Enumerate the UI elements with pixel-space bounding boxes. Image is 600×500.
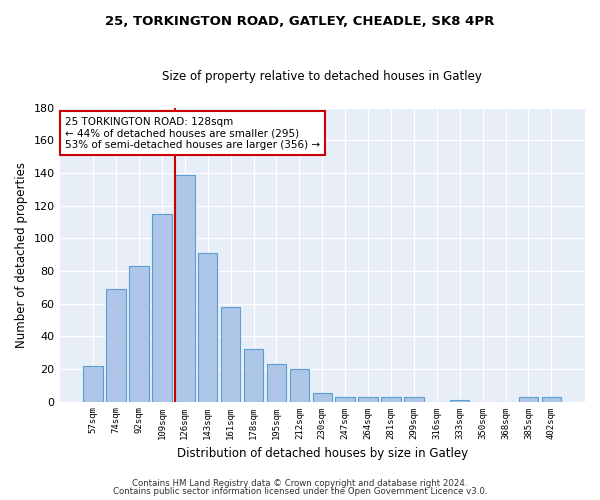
Bar: [290, 369, 309, 402]
Bar: [83, 366, 103, 402]
Bar: [267, 364, 286, 402]
Bar: [519, 396, 538, 402]
Title: Size of property relative to detached houses in Gatley: Size of property relative to detached ho…: [163, 70, 482, 83]
Text: 25, TORKINGTON ROAD, GATLEY, CHEADLE, SK8 4PR: 25, TORKINGTON ROAD, GATLEY, CHEADLE, SK…: [106, 15, 494, 28]
Bar: [152, 214, 172, 402]
X-axis label: Distribution of detached houses by size in Gatley: Distribution of detached houses by size …: [177, 447, 468, 460]
Bar: [221, 307, 241, 402]
Bar: [244, 350, 263, 402]
Bar: [198, 253, 217, 402]
Text: Contains HM Land Registry data © Crown copyright and database right 2024.: Contains HM Land Registry data © Crown c…: [132, 478, 468, 488]
Bar: [335, 396, 355, 402]
Text: Contains public sector information licensed under the Open Government Licence v3: Contains public sector information licen…: [113, 487, 487, 496]
Bar: [358, 396, 378, 402]
Bar: [313, 394, 332, 402]
Bar: [404, 396, 424, 402]
Text: 25 TORKINGTON ROAD: 128sqm
← 44% of detached houses are smaller (295)
53% of sem: 25 TORKINGTON ROAD: 128sqm ← 44% of deta…: [65, 116, 320, 150]
Bar: [542, 396, 561, 402]
Bar: [175, 174, 194, 402]
Bar: [129, 266, 149, 402]
Bar: [450, 400, 469, 402]
Y-axis label: Number of detached properties: Number of detached properties: [15, 162, 28, 348]
Bar: [106, 289, 126, 402]
Bar: [381, 396, 401, 402]
